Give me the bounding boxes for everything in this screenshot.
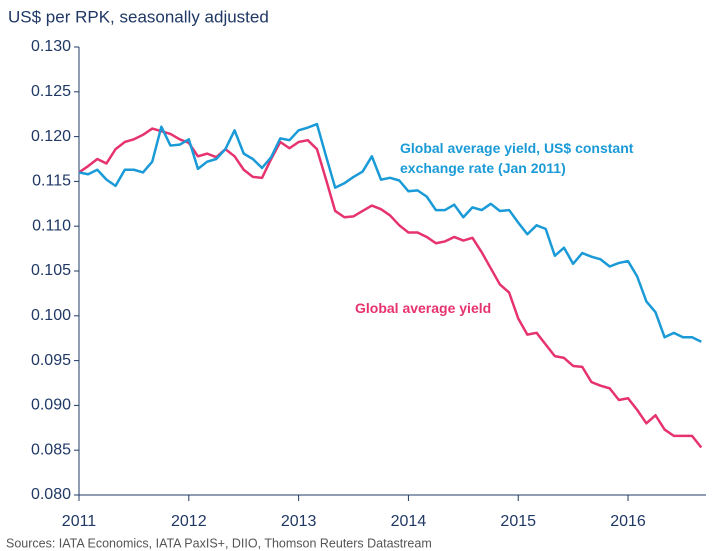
y-tick-label: 0.080 <box>31 486 71 503</box>
x-tick-label: 2014 <box>391 513 427 530</box>
series-label: Global average yield, US$ constant excha… <box>400 140 634 176</box>
x-tick-label: 2012 <box>171 513 207 530</box>
y-tick-label: 0.100 <box>31 307 71 324</box>
series-line <box>78 127 703 449</box>
x-tick-label: 2011 <box>62 513 97 530</box>
y-tick-label: 0.130 <box>31 38 71 55</box>
axis-title: US$ per RPK, seasonally adjusted <box>8 7 269 26</box>
y-tick-label: 0.125 <box>31 83 71 100</box>
series-label: Global average yield <box>355 300 492 316</box>
x-tick-label: 2015 <box>500 513 536 530</box>
source-note: Sources: IATA Economics, IATA PaxIS+, DI… <box>6 536 432 550</box>
y-tick-label: 0.110 <box>32 217 71 234</box>
y-tick-label: 0.115 <box>32 173 71 190</box>
y-tick-label: 0.085 <box>31 441 71 458</box>
x-tick-label: 2016 <box>610 513 646 530</box>
x-tick-label: 2013 <box>281 513 317 530</box>
y-tick-label: 0.090 <box>31 397 71 414</box>
series-line <box>78 122 702 343</box>
y-tick-label: 0.105 <box>31 262 71 279</box>
y-tick-label: 0.095 <box>31 352 71 369</box>
y-tick-label: 0.120 <box>31 128 71 145</box>
